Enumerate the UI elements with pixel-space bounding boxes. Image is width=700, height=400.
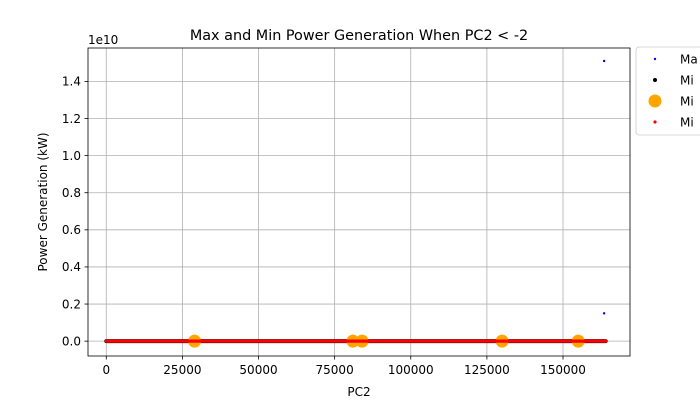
x-tick-label: 0 xyxy=(102,363,110,377)
chart-title: Max and Min Power Generation When PC2 < … xyxy=(190,28,528,44)
x-tick-label: 150000 xyxy=(540,363,586,377)
x-tick-label: 25000 xyxy=(163,363,201,377)
y-tick-label: 1.2 xyxy=(62,112,81,126)
x-tick-label: 75000 xyxy=(316,363,354,377)
data-point xyxy=(602,312,606,315)
series-layer xyxy=(104,59,608,348)
legend-marker xyxy=(648,94,662,108)
y-tick-label: 0.8 xyxy=(62,186,81,200)
series-0 xyxy=(602,59,606,315)
legend-label: Ma xyxy=(680,53,698,67)
plot-frame xyxy=(87,47,631,357)
y-axis-label: Power Generation (kW) xyxy=(36,132,50,271)
y-tick-label: 1.4 xyxy=(62,75,81,89)
legend-marker xyxy=(653,57,657,61)
legend-label: Mi xyxy=(680,74,694,88)
x-axis-label: PC2 xyxy=(347,385,370,399)
data-point xyxy=(602,59,606,63)
legend-label: Mi xyxy=(680,95,694,109)
legend-label: Mi xyxy=(680,116,694,130)
y-tick-label: 0.0 xyxy=(62,334,81,348)
legend: Ma Mi Mi Mi xyxy=(635,46,700,136)
x-tick-label: 50000 xyxy=(239,363,277,377)
y-tick-label: 0.4 xyxy=(62,260,81,274)
series-band xyxy=(104,339,608,343)
ticks: 0 25000 50000 75000 100000 125000 150000 0.0 0.2… xyxy=(62,75,586,377)
y-tick-label: 0.6 xyxy=(62,223,81,237)
x-tick-label: 125000 xyxy=(464,363,510,377)
x-tick-label: 100000 xyxy=(388,363,434,377)
legend-frame xyxy=(635,46,700,136)
legend-marker xyxy=(653,78,657,82)
series-3 xyxy=(104,339,608,343)
legend-marker xyxy=(653,120,657,124)
y-offset-text: 1e10 xyxy=(88,33,118,47)
y-tick-label: 0.2 xyxy=(62,297,81,311)
y-tick-label: 1.0 xyxy=(62,149,81,163)
